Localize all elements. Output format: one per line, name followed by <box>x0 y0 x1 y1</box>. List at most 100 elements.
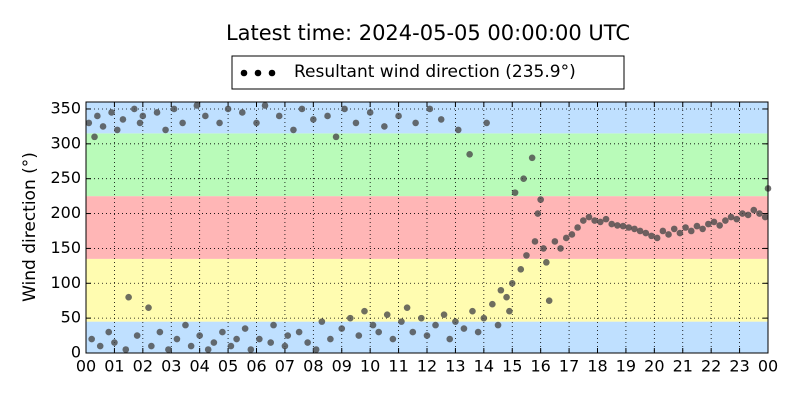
data-point <box>366 109 374 116</box>
chart-title: Latest time: 2024-05-05 00:00:00 UTC <box>226 21 630 45</box>
y-tick-label: 300 <box>50 133 81 152</box>
data-point <box>122 346 130 353</box>
data-point <box>219 328 226 336</box>
data-point <box>750 206 758 214</box>
x-tick-label: 05 <box>218 357 238 376</box>
data-point <box>670 225 678 233</box>
data-point <box>423 332 431 339</box>
data-point <box>96 342 104 350</box>
data-point <box>489 300 496 308</box>
data-point <box>636 227 644 235</box>
data-point <box>182 321 189 329</box>
data-point <box>517 266 525 273</box>
y-tick-label: 0 <box>71 343 81 362</box>
data-point <box>474 328 482 336</box>
data-point <box>369 321 377 329</box>
data-point <box>290 126 297 134</box>
data-point <box>710 218 718 226</box>
data-point <box>454 126 462 134</box>
data-point <box>233 335 240 343</box>
data-point <box>346 314 354 322</box>
y-tick-label: 250 <box>50 168 81 187</box>
y-axis-label: Wind direction (°) <box>20 152 40 302</box>
x-tick-label: 08 <box>303 357 323 376</box>
data-point <box>543 259 550 266</box>
data-point <box>693 222 701 230</box>
data-point <box>88 335 95 343</box>
data-point <box>614 222 621 229</box>
data-point <box>534 210 542 217</box>
data-point <box>105 328 113 336</box>
data-point <box>375 328 382 336</box>
legend-marker <box>268 69 276 77</box>
data-point <box>418 314 425 322</box>
data-point <box>332 133 340 141</box>
data-point <box>403 304 411 311</box>
data-point <box>355 332 363 339</box>
data-point <box>466 150 473 158</box>
data-point <box>497 286 505 294</box>
data-point <box>440 311 448 318</box>
data-point <box>619 222 627 230</box>
data-point <box>469 307 476 315</box>
data-point <box>733 215 741 223</box>
x-tick-label: 09 <box>332 357 352 376</box>
data-point <box>202 112 209 120</box>
data-point <box>338 325 346 332</box>
data-point <box>648 232 655 240</box>
data-point <box>727 213 735 221</box>
data-point <box>716 222 723 229</box>
legend-marker <box>254 69 262 77</box>
data-point <box>327 335 334 343</box>
data-point <box>304 339 311 346</box>
data-point <box>111 339 118 346</box>
data-point <box>480 314 488 322</box>
data-point <box>247 346 255 353</box>
data-point <box>483 119 490 127</box>
data-point <box>625 224 633 231</box>
data-point <box>540 245 547 252</box>
data-point <box>597 218 604 226</box>
data-point <box>312 346 320 353</box>
data-point <box>119 116 127 123</box>
data-point <box>437 116 445 123</box>
x-tick-label: 12 <box>417 357 437 376</box>
data-point <box>125 293 132 301</box>
data-point <box>739 210 746 217</box>
x-tick-label: 03 <box>161 357 181 376</box>
data-point <box>204 346 212 353</box>
data-point <box>131 105 138 113</box>
data-point <box>281 342 289 350</box>
data-point <box>682 224 689 231</box>
data-point <box>224 105 232 113</box>
data-point <box>452 318 459 325</box>
x-tick-label: 14 <box>474 357 494 376</box>
data-point <box>460 325 468 332</box>
data-point <box>520 175 527 182</box>
data-point <box>341 105 348 113</box>
data-point <box>324 112 331 120</box>
x-tick-label: 22 <box>701 357 721 376</box>
data-point <box>85 119 93 127</box>
data-point <box>528 154 536 162</box>
data-point <box>432 321 439 329</box>
data-point <box>139 112 147 120</box>
data-point <box>284 332 292 339</box>
data-point <box>170 105 178 113</box>
data-point <box>585 213 593 221</box>
data-point <box>310 116 317 123</box>
data-point <box>756 210 763 217</box>
legend: Resultant wind direction (235.9°) <box>231 55 625 90</box>
direction-band <box>86 196 768 259</box>
x-tick-label: 16 <box>530 357 550 376</box>
x-tick-label: 15 <box>502 357 522 376</box>
data-point <box>179 119 186 127</box>
x-tick-label: 10 <box>360 357 380 376</box>
data-point <box>508 279 516 287</box>
data-point <box>722 217 729 224</box>
data-point <box>227 342 235 350</box>
data-point <box>545 297 553 305</box>
x-tick-label: 18 <box>587 357 607 376</box>
data-point <box>665 231 672 238</box>
data-point <box>557 245 564 252</box>
